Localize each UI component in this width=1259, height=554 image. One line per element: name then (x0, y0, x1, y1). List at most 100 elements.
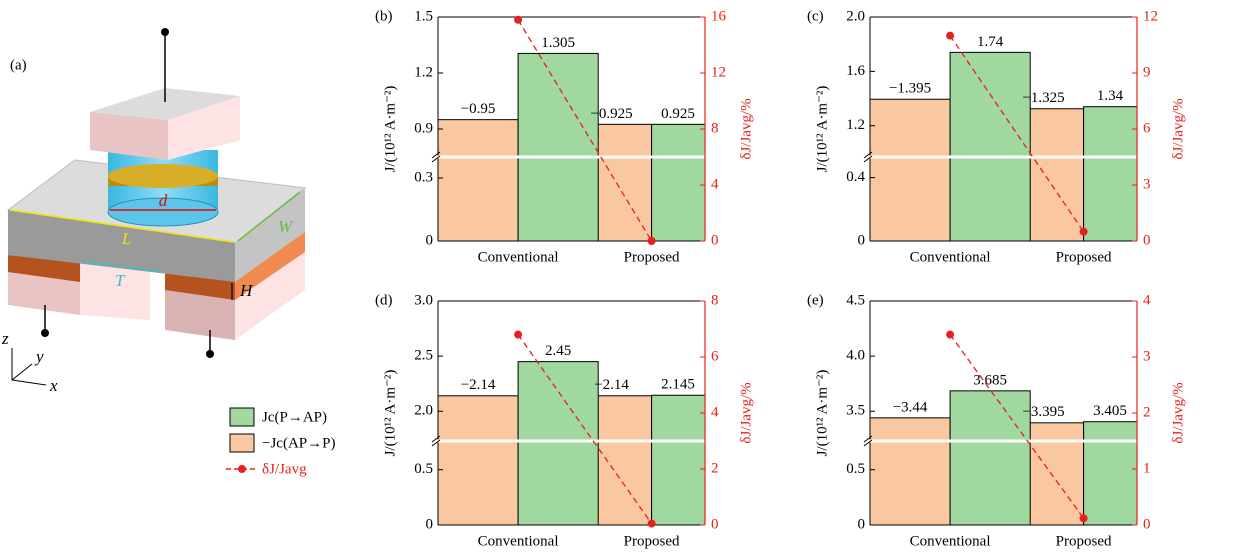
y2-tick-label: 6 (1143, 120, 1151, 136)
panel-label: (a) (10, 57, 27, 73)
y-tick-label: 0 (858, 516, 866, 532)
y-tick-label: 4.5 (846, 292, 865, 308)
line (517, 19, 653, 242)
slab-side (235, 188, 305, 282)
break-mark (863, 439, 873, 447)
value-label: 0.925 (661, 106, 695, 122)
y2-tick-label: 4 (711, 404, 719, 420)
axis-y (11, 363, 33, 381)
y2-axis-label: δJ/Javg/% (738, 382, 754, 443)
value-label: 1.305 (541, 35, 575, 51)
label-L: L (121, 229, 131, 248)
y-tick-label: 0.5 (846, 461, 865, 477)
break-mark (431, 439, 441, 447)
y2-tick-label: 4 (1143, 292, 1151, 308)
point (647, 237, 656, 245)
y-axis-label: J/(10¹² A·m⁻²) (382, 370, 398, 457)
legend-label: −Jc(AP→P) (262, 435, 335, 451)
y-tick-label: 0.4 (846, 169, 865, 185)
bar (517, 361, 599, 525)
bar (949, 51, 1031, 241)
pin-head (206, 350, 214, 358)
legend: Jc(P→AP) −Jc(AP→P) δJ/Javg (226, 407, 335, 477)
y-tick-label: 1.6 (846, 63, 865, 79)
x-tick-label: Conventional (478, 533, 559, 549)
break-mark (431, 151, 441, 159)
value-label: 2.45 (545, 343, 571, 359)
panel-label: (b) (375, 8, 393, 24)
axis-break (432, 155, 711, 159)
y2-tick-label: 0 (711, 516, 719, 532)
bar (651, 123, 705, 241)
value-label: 1.74 (977, 34, 1004, 50)
label-d: d (159, 191, 168, 210)
y2-tick-label: 8 (711, 120, 719, 136)
bar (438, 395, 519, 525)
panel-label: (c) (807, 8, 824, 24)
y-tick-label: 1.5 (414, 8, 433, 24)
y-axis-label: J/(10¹² A·m⁻²) (382, 86, 398, 173)
axis-break (432, 439, 711, 443)
bar (1083, 106, 1137, 241)
value-label: −3.395 (1022, 404, 1064, 420)
electrode-top (90, 88, 240, 120)
x-tick-label: Conventional (910, 533, 991, 549)
break-mark (431, 435, 441, 443)
bar (438, 119, 519, 241)
bar (870, 98, 951, 241)
bar (949, 390, 1031, 525)
y2-tick-label: 8 (711, 292, 719, 308)
axis-break (864, 155, 1143, 159)
y-tick-label: 0.9 (414, 120, 433, 136)
panel-label: (e) (807, 292, 824, 308)
value-label: 2.145 (661, 377, 695, 393)
layer (235, 232, 305, 300)
value-label: 1.34 (1097, 88, 1124, 104)
y2-tick-label: 0 (1143, 516, 1151, 532)
point (946, 31, 955, 40)
y-tick-label: 1.2 (414, 64, 433, 80)
value-label: −1.395 (889, 81, 931, 97)
y2-tick-label: 3 (1143, 348, 1151, 364)
break-mark (863, 155, 873, 163)
x-tick-label: Proposed (624, 533, 680, 549)
panel-label: (d) (375, 292, 393, 308)
y-tick-label: 2.0 (846, 8, 865, 24)
value-label: 3.685 (973, 372, 1007, 388)
y-tick-label: 1.2 (846, 117, 865, 133)
y-tick-label: 2.5 (414, 348, 433, 364)
y-tick-label: 0 (858, 232, 866, 248)
x-tick-label: Conventional (910, 249, 991, 265)
axis-break (864, 439, 1143, 443)
plot (870, 51, 1137, 241)
x-tick-label: Proposed (1056, 533, 1112, 549)
label-H: H (239, 281, 254, 300)
pin-head (161, 28, 169, 36)
y2-axis-label: δJ/Javg/% (738, 98, 754, 159)
plot (438, 52, 705, 241)
bar (651, 394, 705, 525)
y2-tick-label: 0 (1143, 232, 1151, 248)
device-diagram: (a) d L W T (1, 28, 307, 395)
point (946, 330, 955, 339)
y-tick-label: 0.5 (414, 461, 433, 477)
legend-label: Jc(P→AP) (262, 409, 327, 425)
value-label: −3.44 (893, 399, 928, 415)
break-mark (863, 151, 873, 159)
value-label: −0.925 (590, 106, 632, 122)
label-T: T (115, 271, 126, 290)
legend-swatch (229, 407, 255, 427)
barrier-top (108, 164, 218, 188)
y2-tick-label: 2 (711, 460, 719, 476)
point (514, 330, 523, 339)
break-mark (431, 155, 441, 163)
arrow-L (9, 209, 234, 243)
layer (8, 255, 80, 282)
x-tick-label: Proposed (1056, 249, 1112, 265)
label-z: z (1, 329, 9, 348)
y-tick-label: 2.0 (414, 403, 433, 419)
value-label: −2.14 (461, 377, 496, 393)
label-y: y (34, 347, 44, 366)
y2-tick-label: 4 (711, 176, 719, 192)
